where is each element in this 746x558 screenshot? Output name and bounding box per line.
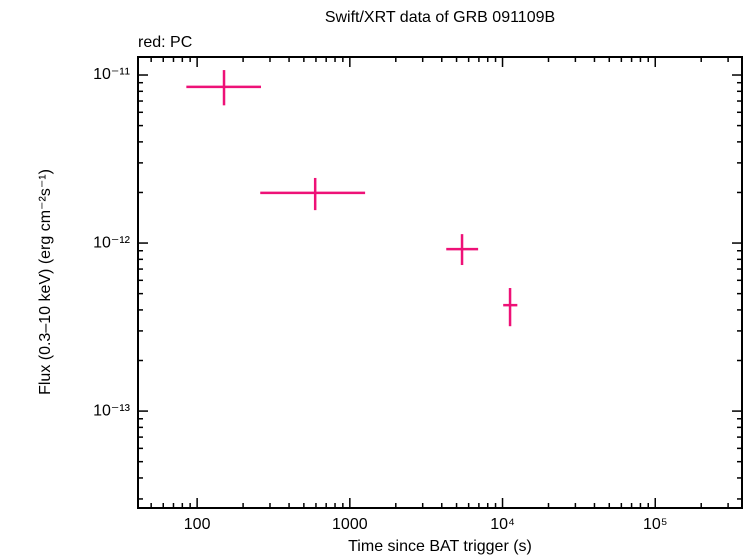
chart-title: Swift/XRT data of GRB 091109B bbox=[325, 9, 555, 26]
y-tick-label: 10⁻¹¹ bbox=[93, 66, 130, 83]
x-tick-label: 10⁵ bbox=[643, 516, 667, 533]
x-tick-label: 100 bbox=[184, 516, 211, 533]
y-axis-label: Flux (0.3–10 keV) (erg cm⁻²s⁻¹) bbox=[37, 169, 54, 395]
y-tick-label: 10⁻¹² bbox=[93, 234, 131, 251]
x-tick-label: 10⁴ bbox=[490, 516, 515, 533]
chart-subtitle: red: PC bbox=[138, 34, 192, 51]
x-axis-label: Time since BAT trigger (s) bbox=[348, 538, 532, 555]
plot-frame bbox=[137, 56, 743, 509]
x-tick-label: 1000 bbox=[332, 516, 368, 533]
y-tick-label: 10⁻¹³ bbox=[93, 402, 131, 419]
